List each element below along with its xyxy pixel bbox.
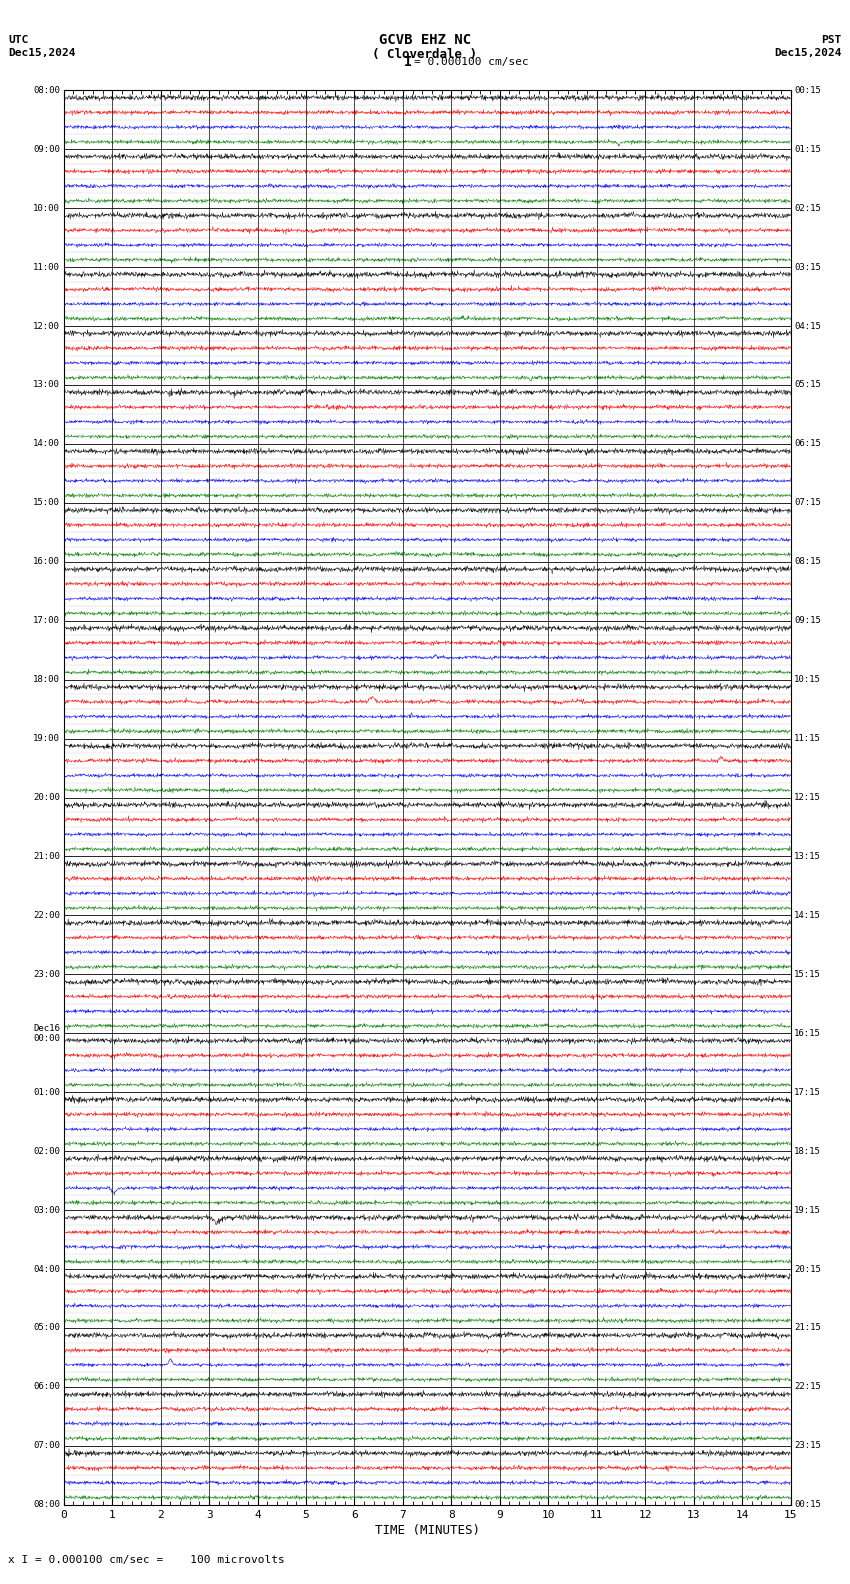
Text: Dec15,2024: Dec15,2024 xyxy=(8,48,76,57)
Text: Dec15,2024: Dec15,2024 xyxy=(774,48,842,57)
Text: 16:00: 16:00 xyxy=(33,558,60,567)
Text: 18:00: 18:00 xyxy=(33,675,60,684)
Text: 10:15: 10:15 xyxy=(794,675,821,684)
Text: 22:15: 22:15 xyxy=(794,1383,821,1391)
Text: 09:15: 09:15 xyxy=(794,616,821,626)
Text: 23:15: 23:15 xyxy=(794,1441,821,1451)
Text: 09:00: 09:00 xyxy=(33,144,60,154)
Text: 20:00: 20:00 xyxy=(33,794,60,802)
Text: 21:00: 21:00 xyxy=(33,852,60,862)
X-axis label: TIME (MINUTES): TIME (MINUTES) xyxy=(375,1524,479,1536)
Text: 12:00: 12:00 xyxy=(33,322,60,331)
Text: 07:00: 07:00 xyxy=(33,1441,60,1451)
Text: 05:00: 05:00 xyxy=(33,1324,60,1332)
Text: 20:15: 20:15 xyxy=(794,1264,821,1274)
Text: 00:15: 00:15 xyxy=(794,86,821,95)
Text: 02:15: 02:15 xyxy=(794,204,821,212)
Text: 12:15: 12:15 xyxy=(794,794,821,802)
Text: 14:15: 14:15 xyxy=(794,911,821,920)
Text: 08:00: 08:00 xyxy=(33,86,60,95)
Text: 15:00: 15:00 xyxy=(33,499,60,507)
Text: 02:00: 02:00 xyxy=(33,1147,60,1156)
Text: UTC: UTC xyxy=(8,35,29,44)
Text: 18:15: 18:15 xyxy=(794,1147,821,1156)
Text: 08:15: 08:15 xyxy=(794,558,821,567)
Text: 14:00: 14:00 xyxy=(33,439,60,448)
Text: 08:00: 08:00 xyxy=(33,1500,60,1510)
Text: 04:15: 04:15 xyxy=(794,322,821,331)
Text: 03:15: 03:15 xyxy=(794,263,821,271)
Text: 19:15: 19:15 xyxy=(794,1205,821,1215)
Text: GCVB EHZ NC: GCVB EHZ NC xyxy=(379,33,471,48)
Text: 11:15: 11:15 xyxy=(794,733,821,743)
Text: I: I xyxy=(404,55,412,68)
Text: ( Cloverdale ): ( Cloverdale ) xyxy=(372,48,478,60)
Text: 10:00: 10:00 xyxy=(33,204,60,212)
Text: PST: PST xyxy=(821,35,842,44)
Text: 19:00: 19:00 xyxy=(33,733,60,743)
Text: 11:00: 11:00 xyxy=(33,263,60,271)
Text: 17:00: 17:00 xyxy=(33,616,60,626)
Text: 00:15: 00:15 xyxy=(794,1500,821,1510)
Text: 22:00: 22:00 xyxy=(33,911,60,920)
Text: 15:15: 15:15 xyxy=(794,969,821,979)
Text: 04:00: 04:00 xyxy=(33,1264,60,1274)
Text: 01:15: 01:15 xyxy=(794,144,821,154)
Text: 16:15: 16:15 xyxy=(794,1028,821,1038)
Text: x I = 0.000100 cm/sec =    100 microvolts: x I = 0.000100 cm/sec = 100 microvolts xyxy=(8,1555,286,1565)
Text: 05:15: 05:15 xyxy=(794,380,821,390)
Text: 06:00: 06:00 xyxy=(33,1383,60,1391)
Text: Dec16
00:00: Dec16 00:00 xyxy=(33,1023,60,1042)
Text: 01:00: 01:00 xyxy=(33,1088,60,1096)
Text: 03:00: 03:00 xyxy=(33,1205,60,1215)
Text: 13:15: 13:15 xyxy=(794,852,821,862)
Text: 17:15: 17:15 xyxy=(794,1088,821,1096)
Text: 06:15: 06:15 xyxy=(794,439,821,448)
Text: 23:00: 23:00 xyxy=(33,969,60,979)
Text: 07:15: 07:15 xyxy=(794,499,821,507)
Text: 21:15: 21:15 xyxy=(794,1324,821,1332)
Text: 13:00: 13:00 xyxy=(33,380,60,390)
Text: = 0.000100 cm/sec: = 0.000100 cm/sec xyxy=(414,57,529,67)
